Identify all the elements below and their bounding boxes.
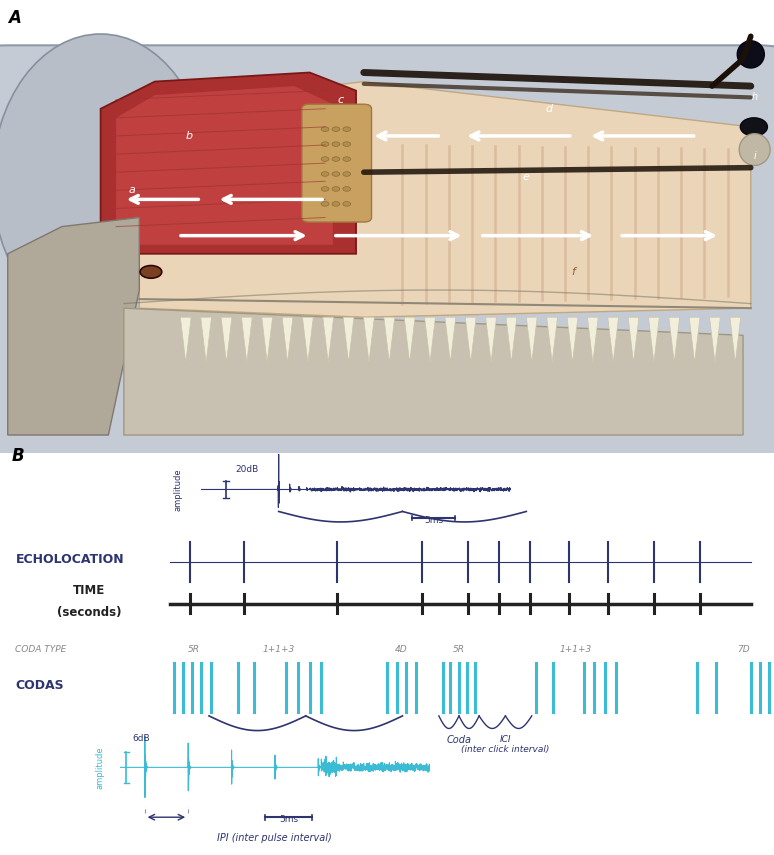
Circle shape [332, 186, 340, 192]
Text: d: d [546, 103, 553, 114]
Circle shape [140, 266, 162, 278]
Polygon shape [485, 317, 496, 363]
Polygon shape [445, 317, 456, 363]
Text: 1+1+3: 1+1+3 [560, 646, 592, 654]
Text: 5ms: 5ms [279, 816, 298, 824]
Text: B: B [12, 446, 24, 464]
Text: 5ms: 5ms [424, 516, 443, 525]
Circle shape [321, 156, 329, 162]
Circle shape [332, 127, 340, 132]
Polygon shape [139, 81, 751, 317]
Text: c: c [337, 95, 344, 104]
Text: a: a [128, 186, 135, 195]
Polygon shape [116, 86, 333, 245]
Text: ICI
(inter click interval): ICI (inter click interval) [461, 734, 550, 754]
Circle shape [343, 142, 351, 146]
Polygon shape [101, 73, 356, 254]
Polygon shape [404, 317, 415, 363]
Polygon shape [200, 317, 211, 363]
Polygon shape [608, 317, 618, 363]
Circle shape [321, 142, 329, 146]
Polygon shape [546, 317, 557, 363]
Text: 5R: 5R [187, 646, 200, 654]
Text: Coda: Coda [447, 734, 471, 745]
Circle shape [321, 172, 329, 176]
Polygon shape [303, 317, 313, 363]
Ellipse shape [0, 34, 209, 328]
Text: 5R: 5R [453, 646, 465, 654]
Polygon shape [710, 317, 721, 363]
Text: amplitude: amplitude [95, 746, 104, 788]
Circle shape [343, 202, 351, 206]
Polygon shape [262, 317, 272, 363]
Text: f: f [570, 267, 575, 277]
Circle shape [343, 186, 351, 192]
Text: CODA TYPE: CODA TYPE [15, 646, 67, 654]
Polygon shape [669, 317, 680, 363]
Polygon shape [730, 317, 741, 363]
Ellipse shape [740, 118, 767, 136]
Text: (seconds): (seconds) [57, 605, 122, 619]
Polygon shape [567, 317, 578, 363]
Polygon shape [689, 317, 700, 363]
Text: 7D: 7D [737, 646, 749, 654]
Text: CODAS: CODAS [15, 679, 64, 692]
Text: 6dB: 6dB [132, 734, 150, 743]
FancyBboxPatch shape [0, 45, 774, 463]
Text: A: A [8, 9, 21, 27]
Text: ECHOLOCATION: ECHOLOCATION [15, 553, 124, 566]
Polygon shape [221, 317, 232, 363]
Circle shape [343, 127, 351, 132]
Polygon shape [323, 317, 334, 363]
Polygon shape [506, 317, 517, 363]
Polygon shape [587, 317, 598, 363]
Circle shape [343, 156, 351, 162]
Text: IPI (inter pulse interval): IPI (inter pulse interval) [217, 833, 332, 843]
Polygon shape [628, 317, 639, 363]
Text: g: g [745, 24, 752, 33]
Polygon shape [8, 217, 139, 435]
Circle shape [321, 186, 329, 192]
FancyBboxPatch shape [302, 104, 372, 222]
Circle shape [332, 172, 340, 176]
Circle shape [332, 202, 340, 206]
Ellipse shape [739, 133, 770, 165]
Polygon shape [384, 317, 395, 363]
Text: b: b [186, 131, 194, 141]
Circle shape [321, 202, 329, 206]
Polygon shape [364, 317, 375, 363]
Polygon shape [649, 317, 659, 363]
Polygon shape [124, 308, 743, 435]
Text: i: i [753, 150, 756, 161]
Circle shape [343, 172, 351, 176]
Circle shape [321, 127, 329, 132]
Polygon shape [425, 317, 436, 363]
Polygon shape [241, 317, 252, 363]
Text: h: h [752, 91, 758, 102]
Text: TIME: TIME [73, 584, 105, 598]
Polygon shape [526, 317, 537, 363]
Text: amplitude: amplitude [173, 469, 183, 510]
Circle shape [332, 156, 340, 162]
Polygon shape [343, 317, 354, 363]
Text: 1+1+3: 1+1+3 [262, 646, 295, 654]
Text: 4D: 4D [395, 646, 407, 654]
Text: e: e [523, 172, 529, 182]
Ellipse shape [737, 41, 764, 68]
Polygon shape [180, 317, 191, 363]
Polygon shape [282, 317, 293, 363]
Circle shape [332, 142, 340, 146]
Text: 20dB: 20dB [235, 465, 259, 474]
Polygon shape [465, 317, 476, 363]
